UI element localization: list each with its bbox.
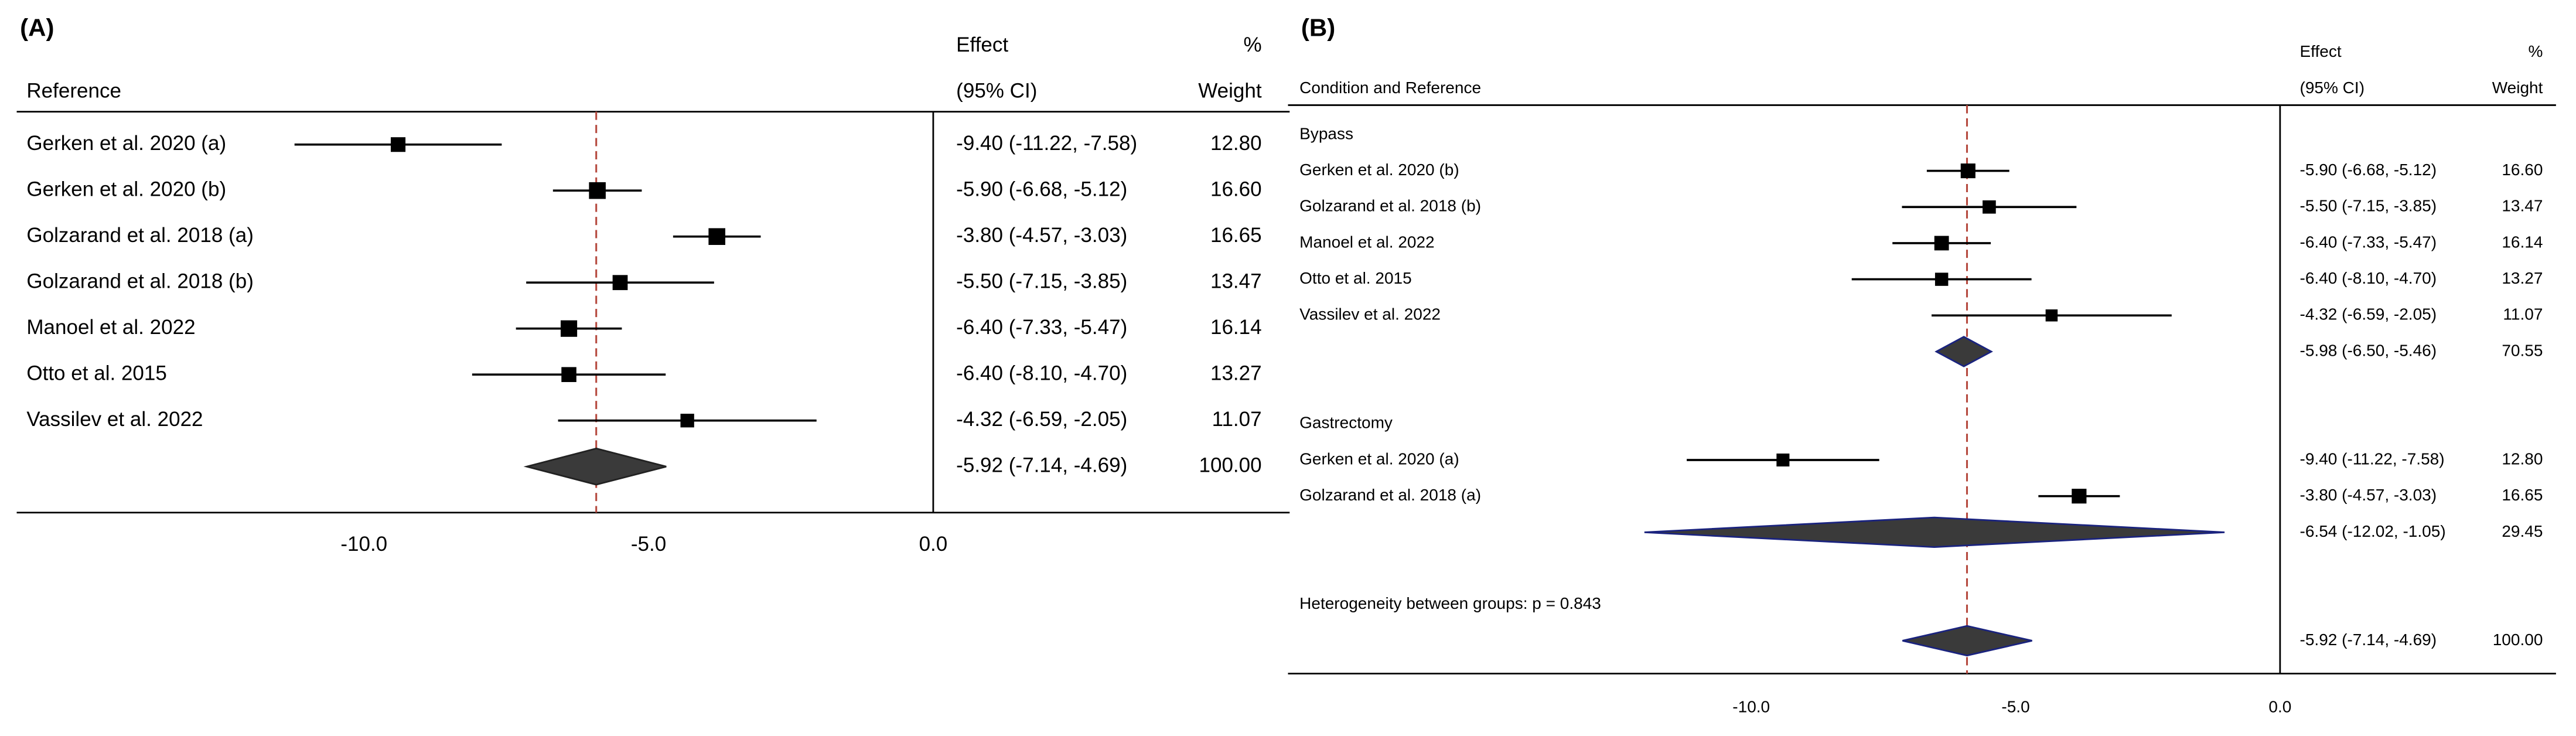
effect-box xyxy=(612,275,628,291)
effect-box xyxy=(589,182,606,199)
ci-text: -5.90 (-6.68, -5.12) xyxy=(2300,161,2437,179)
weight-text: 13.27 xyxy=(2502,269,2543,287)
effect-box xyxy=(2045,309,2058,322)
column-header: (95% CI) xyxy=(956,79,1037,102)
weight-text: 16.60 xyxy=(2502,161,2543,179)
weight-text: 16.14 xyxy=(1210,316,1262,339)
effect-box xyxy=(1960,163,1975,179)
weight-text: 12.80 xyxy=(1210,132,1262,155)
study-label: Golzarand et al. 2018 (a) xyxy=(26,224,254,247)
column-header: Weight xyxy=(2492,79,2543,97)
column-header: Condition and Reference xyxy=(1299,79,1481,97)
effect-box xyxy=(391,137,406,152)
effect-box xyxy=(561,367,576,382)
x-tick-label: 0.0 xyxy=(919,533,948,556)
x-tick-label: -10.0 xyxy=(340,533,387,556)
subtotal-diamond xyxy=(1934,336,1993,367)
ci-text: -6.40 (-8.10, -4.70) xyxy=(956,362,1127,384)
ci-text: -5.92 (-7.14, -4.69) xyxy=(2300,631,2437,649)
weight-text: 13.27 xyxy=(1210,362,1262,384)
study-label: Gerken et al. 2020 (a) xyxy=(1299,449,1459,468)
overall-diamond xyxy=(1902,625,2032,657)
weight-text: 11.07 xyxy=(1212,408,1262,431)
x-tick-label: -5.0 xyxy=(2001,698,2029,716)
study-label: Gerken et al. 2020 (a) xyxy=(26,132,226,155)
effect-box xyxy=(1934,236,1949,251)
weight-text: 16.60 xyxy=(1210,178,1262,200)
ci-text: -5.98 (-6.50, -5.46) xyxy=(2300,341,2437,359)
ci-text: -3.80 (-4.57, -3.03) xyxy=(956,224,1127,247)
effect-box xyxy=(560,320,578,337)
ci-text: -4.32 (-6.59, -2.05) xyxy=(956,408,1127,431)
panel-label: (A) xyxy=(20,14,54,42)
x-tick-label: -5.0 xyxy=(631,533,666,556)
study-label: Otto et al. 2015 xyxy=(1299,269,1412,287)
column-header: (95% CI) xyxy=(2300,79,2365,97)
column-header: % xyxy=(1243,33,1261,56)
weight-text: 16.65 xyxy=(2502,486,2543,504)
group-label: Bypass xyxy=(1299,124,1353,142)
heterogeneity-note: Heterogeneity between groups: p = 0.843 xyxy=(1299,594,1601,612)
ci-text: -6.40 (-7.33, -5.47) xyxy=(2300,233,2437,251)
weight-text: 11.07 xyxy=(2503,305,2543,323)
weight-text: 16.65 xyxy=(1210,224,1262,247)
effect-box xyxy=(1983,200,1996,214)
effect-box xyxy=(680,414,694,428)
weight-text: 13.47 xyxy=(1210,270,1262,292)
study-label: Golzarand et al. 2018 (b) xyxy=(1299,197,1481,215)
weight-text: 12.80 xyxy=(2502,449,2543,468)
x-tick-label: -10.0 xyxy=(1732,698,1770,716)
weight-text: 100.00 xyxy=(1199,454,1261,476)
x-tick-label: 0.0 xyxy=(2268,698,2291,716)
weight-text: 29.45 xyxy=(2502,522,2543,540)
study-label: Gerken et al. 2020 (b) xyxy=(26,178,226,200)
ci-text: -6.40 (-8.10, -4.70) xyxy=(2300,269,2437,287)
study-label: Manoel et al. 2022 xyxy=(1299,233,1435,251)
weight-text: 16.14 xyxy=(2502,233,2543,251)
effect-box xyxy=(1776,453,1790,467)
effect-box xyxy=(1934,272,1949,286)
study-label: Otto et al. 2015 xyxy=(26,362,167,384)
ci-text: -5.50 (-7.15, -3.85) xyxy=(2300,197,2437,215)
ci-text: -6.40 (-7.33, -5.47) xyxy=(956,316,1127,339)
group-label: Gastrectomy xyxy=(1299,414,1393,432)
column-header: Effect xyxy=(2300,42,2342,60)
weight-text: 13.47 xyxy=(2502,197,2543,215)
overall-diamond xyxy=(523,447,667,486)
ci-text: -5.90 (-6.68, -5.12) xyxy=(956,178,1127,200)
subtotal-diamond xyxy=(1644,516,2225,548)
ci-text: -9.40 (-11.22, -7.58) xyxy=(956,132,1137,155)
column-header: % xyxy=(2529,42,2543,60)
study-label: Golzarand et al. 2018 (b) xyxy=(26,270,254,292)
ci-text: -5.50 (-7.15, -3.85) xyxy=(956,270,1127,292)
weight-text: 70.55 xyxy=(2502,341,2543,359)
ci-text: -3.80 (-4.57, -3.03) xyxy=(2300,486,2437,504)
weight-text: 100.00 xyxy=(2493,631,2543,649)
study-label: Gerken et al. 2020 (b) xyxy=(1299,161,1459,179)
ci-text: -6.54 (-12.02, -1.05) xyxy=(2300,522,2446,540)
column-header: Reference xyxy=(26,79,121,102)
column-header: Weight xyxy=(1198,79,1262,102)
study-label: Vassilev et al. 2022 xyxy=(1299,305,1441,323)
ci-text: -5.92 (-7.14, -4.69) xyxy=(956,454,1127,476)
effect-box xyxy=(2072,489,2087,504)
study-label: Manoel et al. 2022 xyxy=(26,316,195,339)
column-header: Effect xyxy=(956,33,1008,56)
ci-text: -4.32 (-6.59, -2.05) xyxy=(2300,305,2437,323)
study-label: Vassilev et al. 2022 xyxy=(26,408,203,431)
effect-box xyxy=(708,228,725,246)
ci-text: -9.40 (-11.22, -7.58) xyxy=(2300,449,2445,468)
panel-label: (B) xyxy=(1301,14,1335,42)
study-label: Golzarand et al. 2018 (a) xyxy=(1299,486,1481,504)
